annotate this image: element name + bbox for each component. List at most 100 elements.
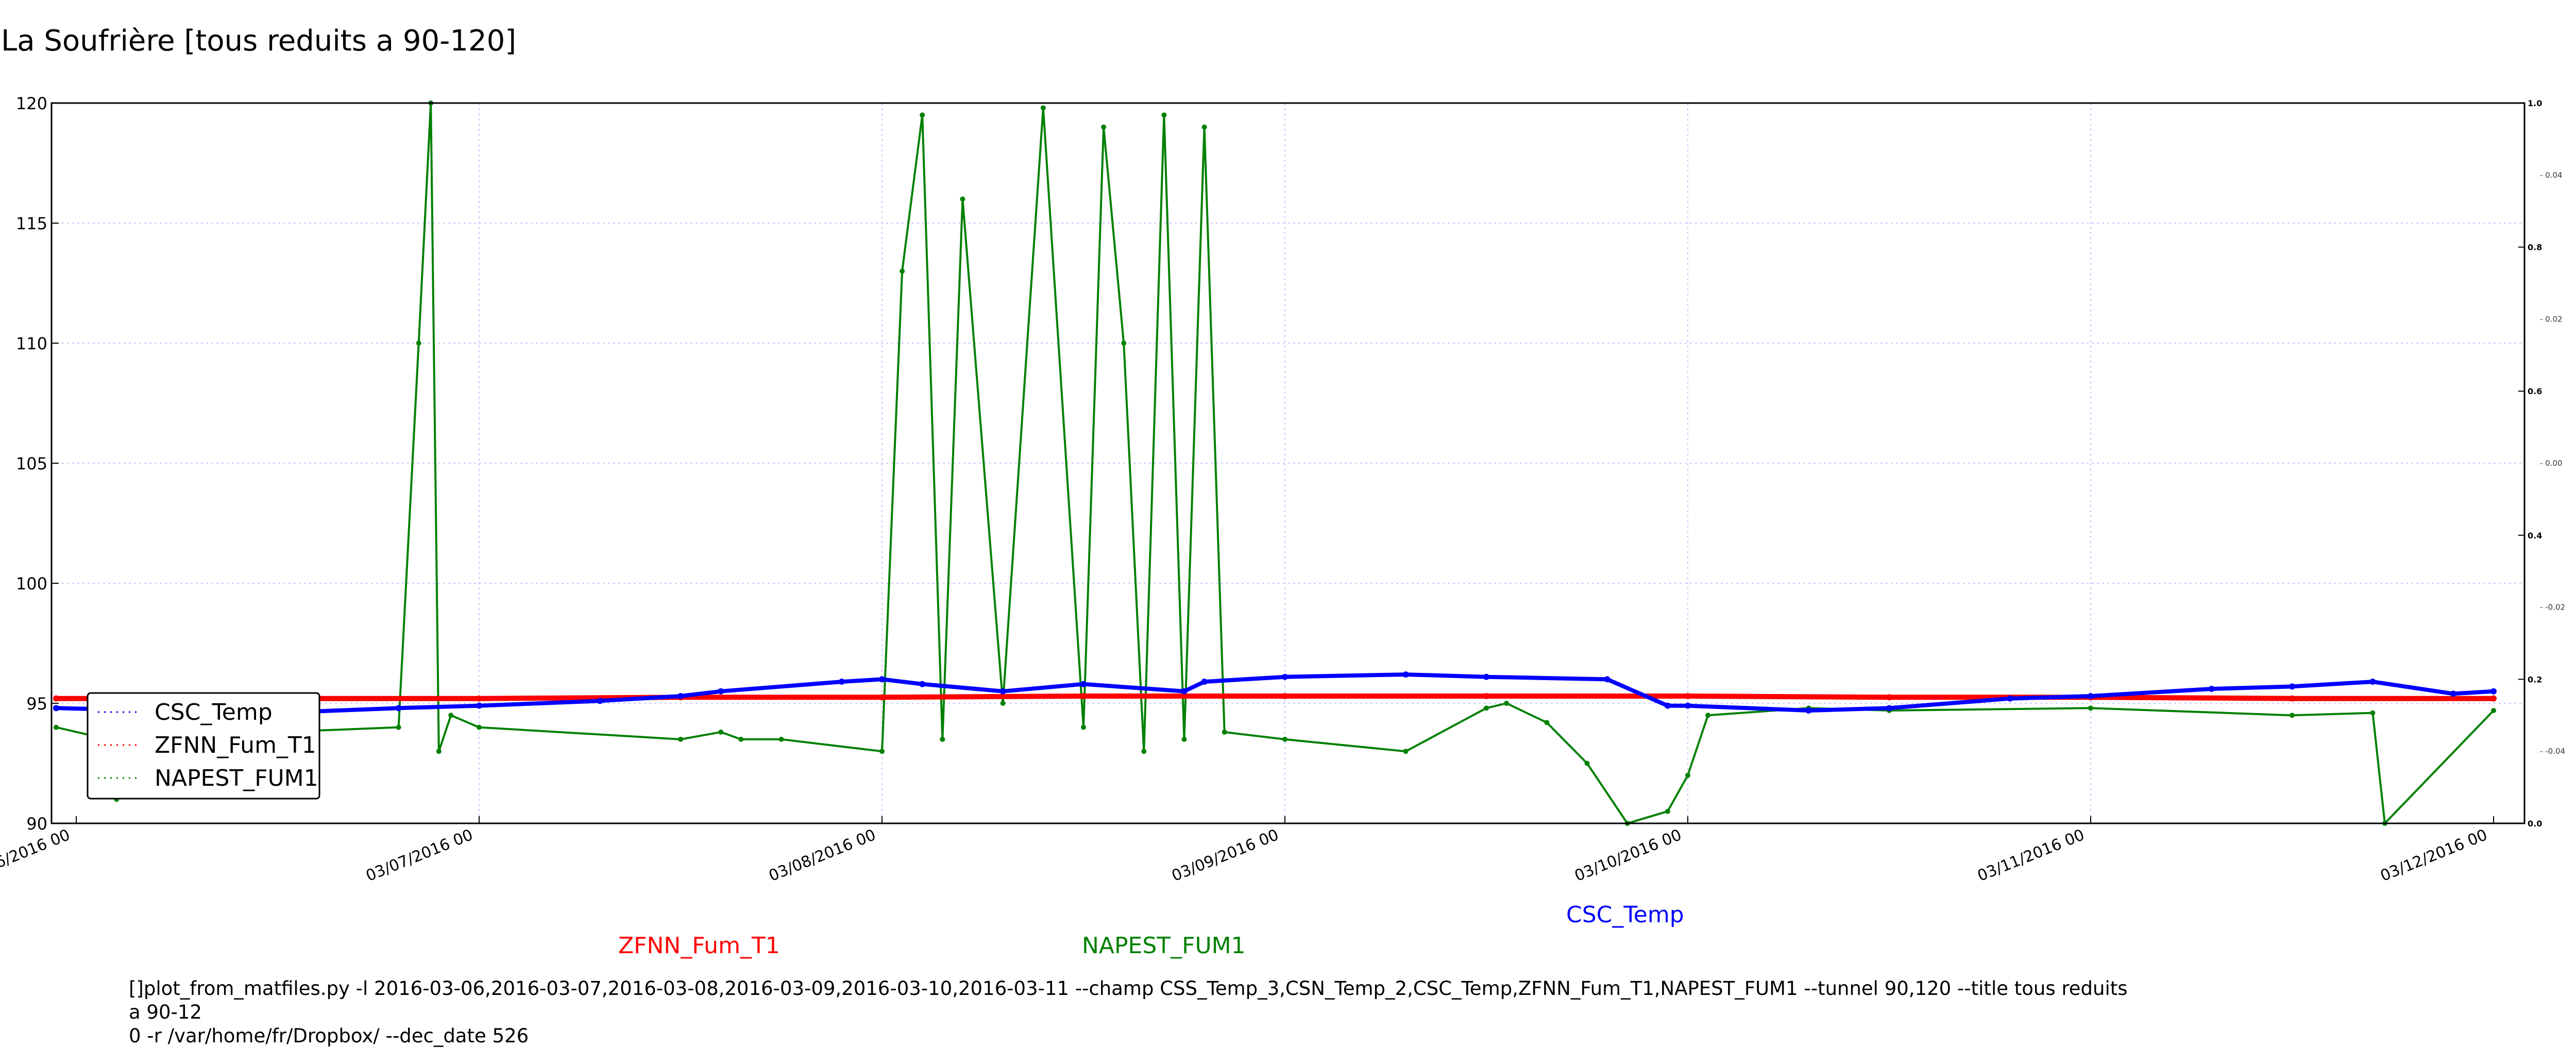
right-minor-tick-label: - -0.04 [2540, 747, 2565, 756]
data-point [1805, 707, 1812, 714]
y-tick-label: 120 [16, 94, 47, 113]
data-point [1664, 702, 1671, 709]
legend-label-csc-temp: CSC_Temp [155, 699, 273, 725]
annotation-zfnn-fum-t1: ZFNN_Fum_T1 [618, 933, 780, 959]
legend-label-napest-fum1: NAPEST_FUM1 [155, 765, 318, 791]
x-tick-label: 03/12/2016 00 [2378, 826, 2490, 885]
data-point [1101, 124, 1107, 130]
data-point [940, 736, 945, 742]
data-point [1665, 808, 1670, 814]
data-point [477, 724, 482, 730]
data-point [1141, 749, 1147, 754]
legend: CSC_Temp ZFNN_Fum_T1 NAPEST_FUM1 [87, 692, 320, 800]
data-point [1282, 673, 1288, 680]
data-point [960, 196, 965, 202]
data-point [1040, 105, 1046, 111]
data-point [1282, 693, 1288, 700]
data-point [879, 676, 885, 683]
data-point [1685, 693, 1691, 700]
data-point [678, 736, 683, 742]
data-point [1403, 749, 1409, 754]
y-axis: 90 95 100 105 110 115 120 [16, 94, 59, 834]
data-point [2490, 695, 2497, 702]
data-point [1000, 701, 1006, 706]
data-point [436, 749, 442, 754]
data-point [838, 679, 845, 685]
data-point [2290, 713, 2295, 718]
data-point [2289, 695, 2295, 702]
data-point [2088, 705, 2093, 711]
legend-box [87, 692, 320, 800]
data-point [53, 695, 59, 702]
data-point [920, 112, 925, 118]
data-point [1584, 760, 1590, 766]
data-point [2369, 679, 2376, 685]
x-tick-label: 03/09/2016 00 [1169, 826, 1281, 885]
data-point [1484, 705, 1489, 711]
data-point [1201, 124, 1207, 130]
data-point [778, 736, 784, 742]
data-point [2370, 710, 2376, 716]
series-line-csc-temp [56, 672, 2494, 715]
data-point [2007, 695, 2013, 702]
data-point [718, 729, 724, 735]
chart-title: La Soufrière [tous reduits a 90-120] [1, 24, 516, 58]
x-tick-label: 03/07/2016 00 [363, 826, 476, 885]
right-tick-label: 1.0 [2528, 98, 2542, 108]
data-point [738, 736, 744, 742]
data-point [476, 695, 482, 702]
data-point [1181, 688, 1188, 695]
x-tick-label: 03/10/2016 00 [1572, 826, 1684, 885]
data-point [879, 749, 885, 754]
data-point [919, 681, 926, 687]
right-minor-tick-label: - -0.02 [2540, 603, 2565, 612]
grid [52, 103, 2524, 823]
x-tick-label: 03/08/2016 00 [766, 826, 878, 885]
y-tick-label: 90 [26, 814, 47, 834]
data-point [718, 688, 724, 695]
right-tick-label: 0.4 [2528, 531, 2542, 540]
data-point [999, 688, 1006, 695]
y-tick-label: 100 [16, 574, 47, 594]
data-point [1080, 693, 1087, 700]
data-point [395, 705, 402, 712]
data-point [1222, 729, 1227, 735]
data-point [1886, 705, 1892, 712]
data-point [597, 698, 603, 704]
data-point [1483, 693, 1489, 700]
data-point [2289, 683, 2295, 690]
annotation-csc-temp: CSC_Temp [1566, 902, 1684, 928]
data-point [2490, 688, 2497, 695]
x-tick-label: 03/11/2016 00 [1975, 826, 2087, 885]
data-point [677, 693, 684, 700]
data-point [2491, 707, 2496, 713]
data-point [1705, 713, 1711, 718]
data-point [1402, 671, 1409, 678]
data-point [900, 268, 905, 274]
data-point [448, 713, 454, 718]
annotation-napest-fum1: NAPEST_FUM1 [1082, 933, 1246, 959]
y-tick-label: 115 [16, 214, 47, 233]
right-tick-label: 0.8 [2528, 243, 2542, 252]
data-point [53, 724, 59, 730]
data-point [53, 705, 59, 712]
x-axis: 03/06/2016 00 03/07/2016 00 03/08/2016 00 0… [0, 816, 2494, 885]
series-line-napest-fum1 [56, 102, 2495, 824]
data-point [1504, 701, 1510, 706]
y-tick-label: 95 [26, 694, 47, 714]
y-tick-label: 110 [16, 334, 47, 353]
right-minor-tick-label: - 0.04 [2540, 171, 2563, 180]
data-point [1181, 736, 1187, 742]
series-layer [53, 100, 2497, 826]
data-point [2088, 693, 2094, 700]
right-tick-label: 0.6 [2528, 386, 2542, 396]
y-tick-label: 105 [16, 454, 47, 474]
data-point [1685, 772, 1690, 778]
data-point [416, 341, 421, 346]
data-point [2208, 686, 2215, 692]
data-point [1685, 702, 1691, 709]
data-point [879, 694, 885, 701]
data-point [1201, 679, 1208, 685]
data-point [1080, 681, 1087, 687]
